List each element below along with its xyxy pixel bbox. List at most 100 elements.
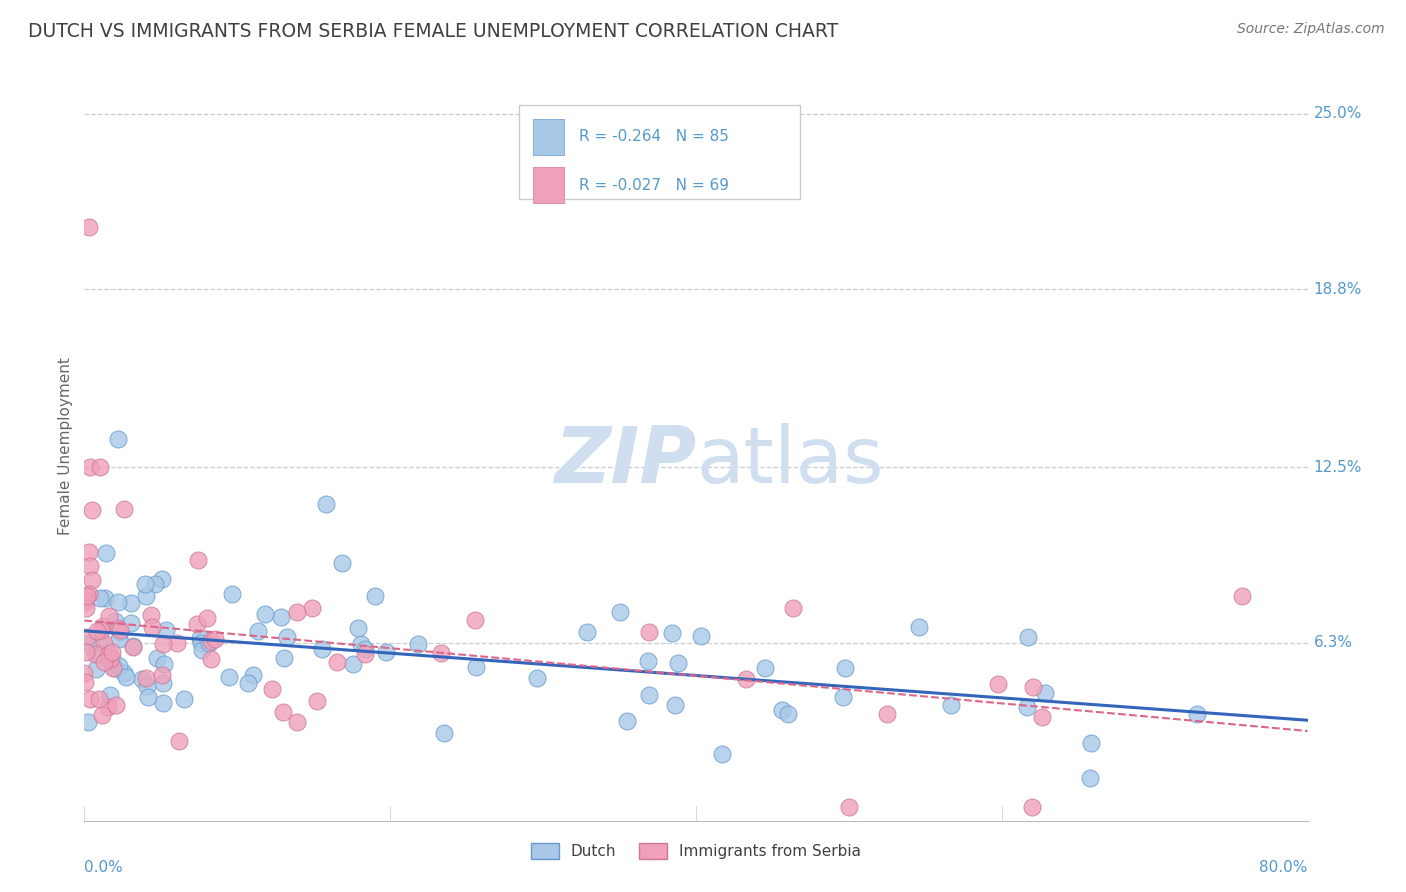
Point [253,607,276,622]
Point [114,665,136,680]
Text: R = -0.027   N = 69: R = -0.027 N = 69 [578,178,728,193]
Point [347,621,370,635]
Point [135,679,157,693]
Point [101,645,124,659]
Point [79,635,101,649]
Legend: Dutch, Immigrants from Serbia: Dutch, Immigrants from Serbia [524,838,868,865]
Point [236,675,259,690]
Point [91,619,114,633]
Point [152,676,174,690]
Point [93,635,115,649]
Point [89,591,111,606]
Point [1080,736,1102,750]
Point [120,596,142,610]
Point [98,609,121,624]
Point [73,665,96,680]
Point [218,670,240,684]
Point [141,620,163,634]
Point [1078,771,1101,785]
Point [776,707,799,722]
Point [76,589,98,603]
Point [134,577,156,591]
Point [187,553,209,567]
Point [108,625,131,640]
Point [122,639,145,653]
Point [152,637,174,651]
Point [200,652,222,666]
Point [173,692,195,706]
Point [1230,589,1253,603]
Point [77,219,100,234]
Point [76,630,98,644]
Text: ZIP: ZIP [554,423,696,499]
Point [689,628,711,642]
Point [84,662,107,676]
Point [79,460,101,475]
Point [167,734,190,748]
Point [73,592,96,607]
Point [735,672,758,686]
Point [770,703,793,717]
Point [831,690,853,705]
Point [136,690,159,704]
Point [120,615,142,630]
Point [465,660,488,674]
Point [77,545,100,559]
Text: Source: ZipAtlas.com: Source: ZipAtlas.com [1237,22,1385,37]
Point [1021,680,1043,694]
Point [342,657,364,671]
Point [782,601,804,615]
Point [75,674,97,689]
Point [350,637,373,651]
Point [186,617,208,632]
Point [190,635,212,649]
Point [152,696,174,710]
Point [276,630,298,644]
Point [305,694,328,708]
Point [143,577,166,591]
Point [638,624,661,639]
Point [270,610,292,624]
Point [609,605,631,619]
Point [153,657,176,671]
Point [1033,686,1056,700]
Point [939,698,962,712]
Point [103,661,125,675]
Point [89,633,111,648]
Point [84,647,107,661]
Point [200,634,222,648]
Point [87,691,110,706]
Point [666,656,689,670]
Point [104,614,127,628]
Point [433,726,456,740]
Point [375,645,398,659]
Point [273,650,295,665]
Point [838,799,860,814]
Point [80,502,103,516]
Point [638,688,661,702]
Point [107,595,129,609]
Point [108,658,131,673]
Point [711,747,734,761]
Point [97,649,120,664]
Point [166,635,188,649]
Point [98,652,121,666]
Point [86,646,108,660]
Text: 80.0%: 80.0% [1260,860,1308,875]
Point [575,625,598,640]
Point [139,607,162,622]
Point [188,631,211,645]
Point [97,647,120,661]
Point [221,586,243,600]
Point [1017,630,1039,644]
Point [146,651,169,665]
Point [94,591,117,606]
Point [834,661,856,675]
Y-axis label: Female Unemployment: Female Unemployment [58,357,73,535]
Point [271,705,294,719]
Point [1021,799,1043,814]
Point [110,623,132,637]
Point [77,587,100,601]
Point [75,601,97,615]
Point [195,610,218,624]
